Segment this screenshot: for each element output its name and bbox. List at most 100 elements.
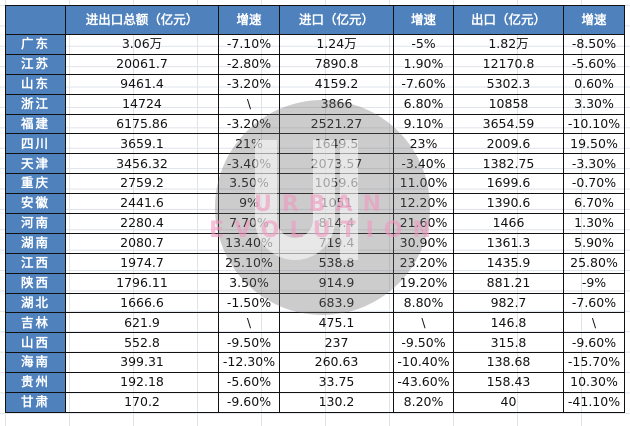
export-growth-cell[interactable]: 1.30% xyxy=(563,213,625,234)
total-cell[interactable]: 2080.7 xyxy=(65,232,219,254)
total-cell[interactable]: 1796.11 xyxy=(65,272,219,294)
total-growth-cell[interactable]: 21% xyxy=(218,133,280,155)
total-cell[interactable]: 2441.6 xyxy=(65,193,219,215)
province-cell[interactable]: 安徽 xyxy=(5,193,66,215)
import-growth-cell[interactable]: 21.60% xyxy=(393,213,454,234)
province-cell[interactable]: 吉林 xyxy=(5,312,66,334)
export-cell[interactable]: 1435.9 xyxy=(453,252,564,274)
import-growth-cell[interactable]: 30.90% xyxy=(393,232,454,254)
export-growth-cell[interactable]: 0.60% xyxy=(563,73,625,95)
import-cell[interactable]: 1649.5 xyxy=(279,133,394,155)
export-growth-cell[interactable]: -7.60% xyxy=(563,292,625,314)
export-growth-cell[interactable]: -10.10% xyxy=(563,113,625,135)
total-cell[interactable]: 6175.86 xyxy=(65,113,219,135)
import-cell[interactable]: 538.8 xyxy=(279,252,394,274)
total-cell[interactable]: 1974.7 xyxy=(65,252,219,274)
province-cell[interactable]: 湖南 xyxy=(5,232,66,254)
export-cell[interactable]: 12170.8 xyxy=(453,53,564,75)
import-cell[interactable]: 475.1 xyxy=(279,312,394,334)
import-growth-cell[interactable]: 8.20% xyxy=(393,392,454,413)
province-cell[interactable]: 湖北 xyxy=(5,292,66,314)
export-cell[interactable]: 2009.6 xyxy=(453,133,564,155)
export-growth-cell[interactable]: 25.80% xyxy=(563,252,625,274)
export-growth-cell[interactable]: -3.30% xyxy=(563,153,625,175)
province-cell[interactable]: 浙江 xyxy=(5,93,66,115)
import-growth-cell[interactable]: 1.90% xyxy=(393,53,454,75)
total-growth-cell[interactable]: -12.30% xyxy=(218,352,280,374)
import-growth-cell[interactable]: 23% xyxy=(393,133,454,155)
export-growth-cell[interactable]: 6.70% xyxy=(563,193,625,215)
province-cell[interactable]: 广东 xyxy=(5,34,66,55)
import-growth-cell[interactable]: -5% xyxy=(393,34,454,55)
header-import[interactable]: 进口（亿元） xyxy=(279,5,394,35)
export-cell[interactable]: 1390.6 xyxy=(453,193,564,215)
import-cell[interactable]: 2521.27 xyxy=(279,113,394,135)
import-growth-cell[interactable]: -7.60% xyxy=(393,73,454,95)
total-growth-cell[interactable]: -1.50% xyxy=(218,292,280,314)
import-cell[interactable]: 1.24万 xyxy=(279,34,394,55)
total-growth-cell[interactable]: 7.70% xyxy=(218,213,280,234)
total-cell[interactable]: 2759.2 xyxy=(65,173,219,195)
total-growth-cell[interactable]: \ xyxy=(218,312,280,334)
import-growth-cell[interactable]: 6.80% xyxy=(393,93,454,115)
export-growth-cell[interactable]: -41.10% xyxy=(563,392,625,413)
total-cell[interactable]: 621.9 xyxy=(65,312,219,334)
header-total-growth[interactable]: 增速 xyxy=(218,5,280,35)
province-cell[interactable]: 四川 xyxy=(5,133,66,155)
total-growth-cell[interactable]: -2.80% xyxy=(218,53,280,75)
import-growth-cell[interactable]: -9.50% xyxy=(393,332,454,354)
import-cell[interactable]: 719.4 xyxy=(279,232,394,254)
import-growth-cell[interactable]: \ xyxy=(393,312,454,334)
province-cell[interactable]: 福建 xyxy=(5,113,66,135)
import-growth-cell[interactable]: 9.10% xyxy=(393,113,454,135)
province-cell[interactable]: 江苏 xyxy=(5,53,66,75)
total-cell[interactable]: 9461.4 xyxy=(65,73,219,95)
export-growth-cell[interactable]: 10.30% xyxy=(563,372,625,394)
export-cell[interactable]: 138.68 xyxy=(453,352,564,374)
total-cell[interactable]: 20061.7 xyxy=(65,53,219,75)
export-growth-cell[interactable]: \ xyxy=(563,312,625,334)
total-cell[interactable]: 14724 xyxy=(65,93,219,115)
header-import-growth[interactable]: 增速 xyxy=(393,5,454,35)
export-growth-cell[interactable]: 19.50% xyxy=(563,133,625,155)
export-cell[interactable]: 1466 xyxy=(453,213,564,234)
import-growth-cell[interactable]: -3.40% xyxy=(393,153,454,175)
total-cell[interactable]: 399.31 xyxy=(65,352,219,374)
export-growth-cell[interactable]: 3.30% xyxy=(563,93,625,115)
export-cell[interactable]: 1382.75 xyxy=(453,153,564,175)
export-cell[interactable]: 3654.59 xyxy=(453,113,564,135)
export-growth-cell[interactable]: -5.60% xyxy=(563,53,625,75)
total-growth-cell[interactable]: -3.20% xyxy=(218,113,280,135)
export-cell[interactable]: 146.8 xyxy=(453,312,564,334)
import-growth-cell[interactable]: 19.20% xyxy=(393,272,454,294)
total-growth-cell[interactable]: -9.50% xyxy=(218,332,280,354)
total-growth-cell[interactable]: -9.60% xyxy=(218,392,280,413)
export-growth-cell[interactable]: -8.50% xyxy=(563,34,625,55)
header-export-growth[interactable]: 增速 xyxy=(563,5,625,35)
header-corner[interactable] xyxy=(5,5,66,35)
import-growth-cell[interactable]: 11.00% xyxy=(393,173,454,195)
province-cell[interactable]: 陕西 xyxy=(5,272,66,294)
header-total[interactable]: 进出口总额（亿元） xyxy=(65,5,219,35)
import-growth-cell[interactable]: 8.80% xyxy=(393,292,454,314)
import-cell[interactable]: 814.4 xyxy=(279,213,394,234)
import-cell[interactable]: 7890.8 xyxy=(279,53,394,75)
import-cell[interactable]: 130.2 xyxy=(279,392,394,413)
export-growth-cell[interactable]: -9% xyxy=(563,272,625,294)
total-growth-cell[interactable]: -5.60% xyxy=(218,372,280,394)
total-cell[interactable]: 3456.32 xyxy=(65,153,219,175)
province-cell[interactable]: 山东 xyxy=(5,73,66,95)
total-growth-cell[interactable]: -3.20% xyxy=(218,73,280,95)
import-cell[interactable]: 260.63 xyxy=(279,352,394,374)
total-cell[interactable]: 3659.1 xyxy=(65,133,219,155)
total-growth-cell[interactable]: \ xyxy=(218,93,280,115)
export-cell[interactable]: 881.21 xyxy=(453,272,564,294)
import-growth-cell[interactable]: -10.40% xyxy=(393,352,454,374)
province-cell[interactable]: 甘肃 xyxy=(5,392,66,413)
export-cell[interactable]: 10858 xyxy=(453,93,564,115)
total-cell[interactable]: 2280.4 xyxy=(65,213,219,234)
import-growth-cell[interactable]: 12.20% xyxy=(393,193,454,215)
export-cell[interactable]: 158.43 xyxy=(453,372,564,394)
import-cell[interactable]: 1059.6 xyxy=(279,173,394,195)
total-growth-cell[interactable]: 13.40% xyxy=(218,232,280,254)
